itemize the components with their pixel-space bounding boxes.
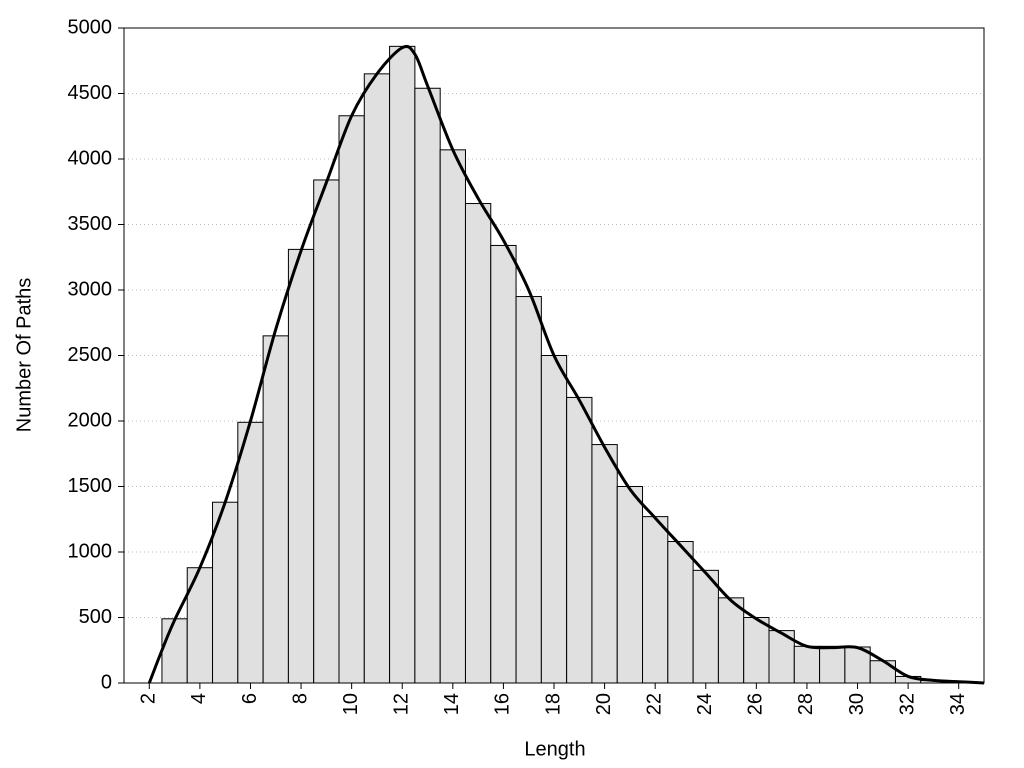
bar — [869, 660, 896, 684]
x-tick-label: 14 — [441, 693, 463, 715]
x-tick-label: 6 — [239, 693, 261, 704]
bar — [793, 645, 821, 684]
bar — [667, 541, 694, 684]
x-tick-label: 32 — [896, 693, 918, 715]
bar — [566, 396, 593, 684]
bar — [161, 618, 188, 684]
y-tick-label: 3000 — [68, 278, 113, 300]
x-tick-label: 20 — [593, 693, 615, 715]
bar — [540, 355, 568, 684]
bar — [414, 87, 441, 684]
bar — [717, 597, 745, 684]
bar — [819, 645, 846, 684]
bar — [743, 617, 770, 684]
x-tick-label: 2 — [138, 693, 160, 704]
y-tick-label: 1500 — [68, 475, 113, 497]
y-tick-label: 0 — [101, 671, 112, 693]
bar — [616, 486, 644, 684]
bar — [389, 45, 416, 684]
bar — [287, 248, 315, 684]
x-tick-label: 10 — [340, 693, 362, 715]
x-tick-label: 30 — [846, 693, 868, 715]
x-tick-label: 34 — [947, 693, 969, 715]
density-curve — [147, 44, 985, 685]
x-tick-label: 22 — [643, 693, 665, 715]
y-axis-label: Number Of Paths — [13, 278, 35, 433]
y-tick-label: 2500 — [68, 344, 113, 366]
y-tick-label: 3500 — [68, 213, 113, 235]
bar — [591, 444, 618, 684]
bar — [490, 244, 517, 684]
x-tick-label: 16 — [492, 693, 514, 715]
bar — [439, 149, 466, 684]
x-tick-label: 28 — [795, 693, 817, 715]
x-tick-label: 8 — [289, 693, 311, 704]
x-axis-label: Length — [524, 738, 585, 760]
y-tick-label: 2000 — [68, 409, 113, 431]
bar — [262, 335, 289, 684]
bar — [363, 73, 391, 684]
bar — [844, 646, 871, 684]
bar — [464, 203, 492, 684]
x-tick-label: 18 — [542, 693, 564, 715]
bar — [515, 296, 542, 684]
y-tick-label: 1000 — [68, 540, 113, 562]
bar — [212, 501, 239, 684]
y-tick-label: 500 — [79, 606, 112, 628]
x-tick-label: 12 — [391, 693, 413, 715]
x-tick-label: 4 — [188, 693, 210, 704]
plot-frame — [123, 27, 985, 684]
bar — [338, 115, 365, 684]
y-tick-label: 4500 — [68, 82, 113, 104]
bar — [313, 179, 340, 684]
y-tick-label: 5000 — [68, 16, 113, 38]
bar — [642, 516, 669, 684]
x-tick-label: 26 — [745, 693, 767, 715]
bar — [237, 421, 264, 684]
y-tick-label: 4000 — [68, 147, 113, 169]
x-tick-label: 24 — [694, 693, 716, 715]
bar — [692, 569, 719, 684]
